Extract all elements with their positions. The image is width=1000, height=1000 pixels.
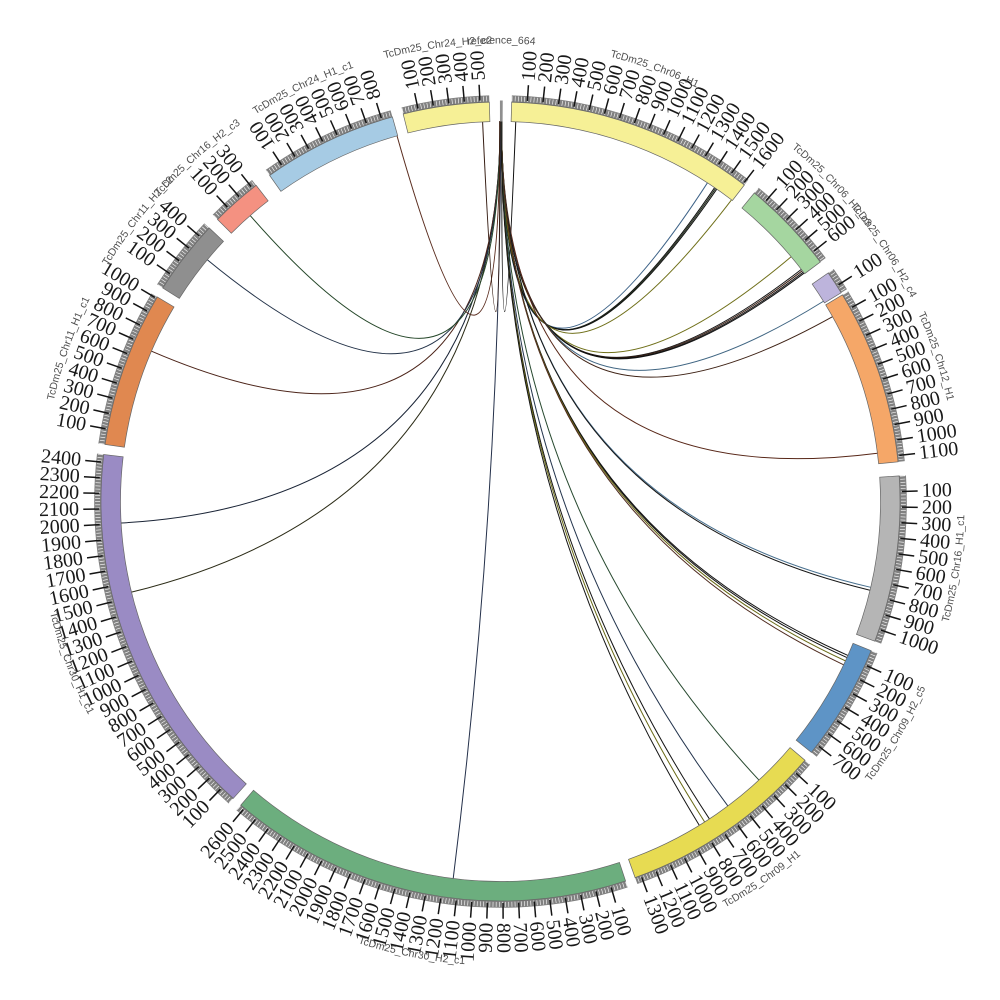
- svg-text:reference_664: reference_664: [467, 34, 536, 47]
- svg-text:300: 300: [431, 52, 457, 85]
- svg-text:400: 400: [558, 916, 585, 949]
- svg-text:600: 600: [914, 562, 947, 589]
- svg-text:200: 200: [922, 496, 952, 518]
- svg-text:300: 300: [551, 53, 577, 86]
- svg-text:2300: 2300: [39, 463, 80, 487]
- svg-text:2400: 2400: [40, 445, 82, 471]
- svg-text:400: 400: [449, 51, 474, 83]
- svg-text:400: 400: [567, 56, 594, 90]
- svg-text:100: 100: [922, 479, 953, 502]
- svg-text:1800: 1800: [42, 548, 85, 575]
- svg-text:2200: 2200: [39, 481, 79, 504]
- svg-text:2100: 2100: [39, 498, 79, 521]
- svg-text:500: 500: [466, 50, 490, 81]
- svg-text:1000: 1000: [456, 921, 481, 962]
- svg-text:600: 600: [525, 921, 549, 953]
- svg-text:2000: 2000: [39, 515, 80, 539]
- svg-text:500: 500: [541, 918, 567, 950]
- svg-text:300: 300: [921, 513, 952, 537]
- svg-text:1100: 1100: [439, 919, 465, 960]
- svg-text:100: 100: [518, 50, 542, 81]
- svg-text:200: 200: [534, 51, 559, 83]
- svg-text:500: 500: [917, 546, 950, 572]
- svg-text:1900: 1900: [40, 531, 82, 557]
- svg-text:700: 700: [509, 922, 532, 953]
- svg-text:900: 900: [475, 922, 498, 953]
- svg-text:1100: 1100: [918, 438, 960, 464]
- svg-text:400: 400: [919, 529, 951, 554]
- svg-text:800: 800: [492, 923, 514, 953]
- svg-text:200: 200: [414, 55, 441, 88]
- svg-text:100: 100: [54, 409, 87, 436]
